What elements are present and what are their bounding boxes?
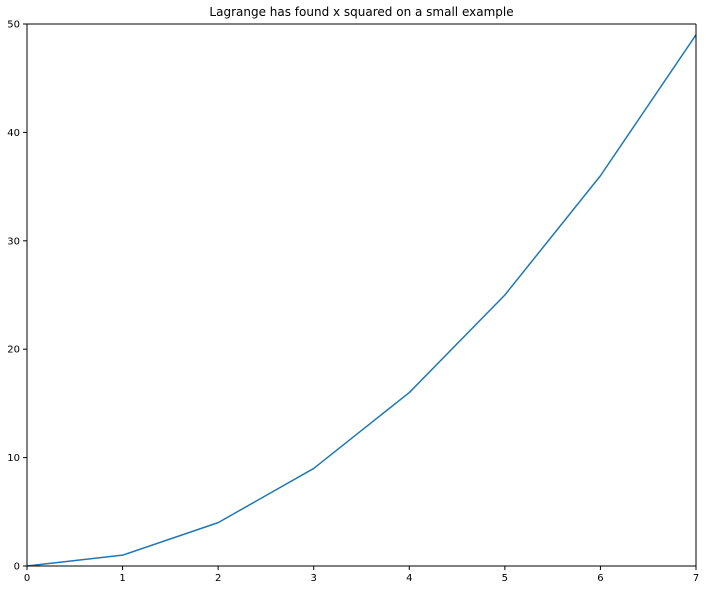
- x-tick-label: 0: [24, 573, 30, 584]
- y-tick-label: 20: [7, 345, 20, 356]
- plot-area: 0 1 2 3 4 5 6 7 0 10 20 30 40 50: [7, 20, 699, 585]
- y-tick-label: 50: [7, 20, 20, 31]
- x-tick-label: 6: [597, 573, 603, 584]
- y-tick-label: 40: [7, 128, 20, 139]
- x-tick-label: 4: [406, 573, 412, 584]
- chart-title: Lagrange has found x squared on a small …: [209, 5, 513, 19]
- x-tick-label: 3: [311, 573, 317, 584]
- x-tick-label: 1: [119, 573, 125, 584]
- series-line-0: [26, 34, 697, 567]
- y-tick-label: 0: [14, 562, 20, 573]
- x-tick-label: 7: [693, 573, 699, 584]
- x-tick-label: 2: [215, 573, 221, 584]
- y-tick-label: 10: [7, 453, 20, 464]
- y-tick-label: 30: [7, 236, 20, 247]
- x-tick-label: 5: [502, 573, 508, 584]
